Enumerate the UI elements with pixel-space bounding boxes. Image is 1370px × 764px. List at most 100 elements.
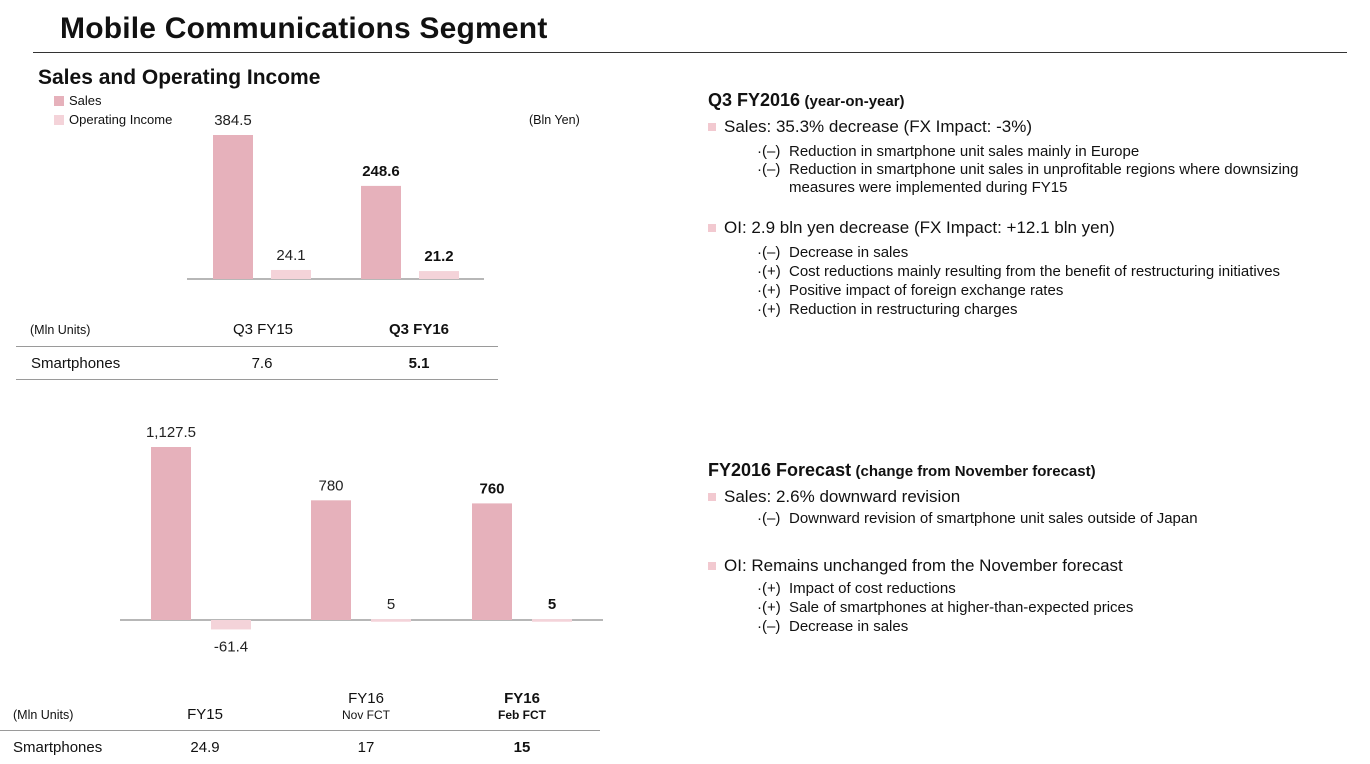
bar-operating-income bbox=[419, 271, 459, 279]
table2-header-nov-fct-line2: Nov FCT bbox=[342, 708, 390, 722]
q3-sales-item: ·(–) Reduction in smartphone unit sales … bbox=[757, 161, 1357, 197]
fy-oi-item-prefix: ·(+) bbox=[757, 580, 781, 597]
fy-oi-item-prefix: ·(–) bbox=[757, 618, 781, 635]
chart-unit-label: (Bln Yen) bbox=[529, 113, 580, 127]
fy-oi-item: ·(+) Sale of smartphones at higher-than-… bbox=[757, 599, 1357, 617]
title-divider bbox=[33, 52, 1347, 53]
q3-sales-item-text: Reduction in smartphone unit sales in un… bbox=[789, 161, 1299, 196]
table1-header-rule bbox=[16, 346, 498, 347]
fy-heading: FY2016 Forecast (change from November fo… bbox=[708, 460, 1096, 481]
table1-value-q3fy16: 5.1 bbox=[408, 355, 430, 372]
fy-oi-item-prefix: ·(+) bbox=[757, 599, 781, 616]
table2-value-fy15: 24.9 bbox=[190, 739, 220, 756]
fy-oi-item: ·(–) Decrease in sales bbox=[757, 618, 1357, 636]
bar-sales bbox=[151, 447, 191, 620]
bar-operating-income bbox=[271, 269, 311, 279]
fy-sales-item-text: Downward revision of smartphone unit sal… bbox=[789, 510, 1198, 527]
fy-sales-bullet-text: Sales: 2.6% downward revision bbox=[724, 487, 961, 506]
q3-heading-main: Q3 FY2016 bbox=[708, 90, 801, 110]
table2-header-nov-fct: FY16 Nov FCT bbox=[342, 690, 390, 724]
bar-sales bbox=[311, 500, 351, 620]
table2-header-fy15: FY15 bbox=[187, 706, 223, 723]
table1-bottom-rule bbox=[16, 379, 498, 380]
fy-heading-main: FY2016 Forecast bbox=[708, 460, 852, 480]
fy-sales-item-prefix: ·(–) bbox=[757, 510, 781, 527]
q3-oi-item-text: Cost reductions mainly resulting from th… bbox=[789, 263, 1281, 280]
page-title: Mobile Communications Segment bbox=[60, 12, 548, 45]
bullet-square-icon bbox=[708, 123, 716, 131]
bar-operating-income bbox=[532, 619, 572, 622]
bullet-square-icon bbox=[708, 493, 716, 501]
legend-label-operating-income: Operating Income bbox=[69, 112, 173, 127]
table1-header-q3fy15: Q3 FY15 bbox=[232, 321, 294, 338]
data-label-sales: 780 bbox=[318, 477, 343, 494]
q3-oi-item-prefix: ·(–) bbox=[757, 244, 781, 261]
q3-sales-item-prefix: ·(–) bbox=[757, 143, 781, 160]
table2-header-feb-fct-line2: Feb FCT bbox=[498, 708, 546, 722]
fy-oi-item: ·(+) Impact of cost reductions bbox=[757, 580, 1357, 598]
data-label-sales: 1,127.5 bbox=[146, 424, 196, 441]
fy-sales-bullet: Sales: 2.6% downward revision bbox=[708, 487, 960, 507]
fy-oi-item-text: Sale of smartphones at higher-than-expec… bbox=[789, 599, 1134, 616]
q3-sales-bullet-text: Sales: 35.3% decrease (FX Impact: -3%) bbox=[724, 117, 1033, 136]
table1-row-label: Smartphones bbox=[31, 355, 121, 372]
table2-header-rule bbox=[0, 730, 600, 731]
data-label-sales: 248.6 bbox=[362, 163, 400, 180]
q3-oi-bullet: OI: 2.9 bln yen decrease (FX Impact: +12… bbox=[708, 218, 1115, 238]
data-label-operating-income: 24.1 bbox=[276, 247, 305, 264]
bar-sales bbox=[472, 503, 512, 620]
q3-sales-item: ·(–) Reduction in smartphone unit sales … bbox=[757, 143, 1357, 161]
legend-item-operating-income: Operating Income bbox=[54, 112, 172, 127]
data-label-operating-income: 5 bbox=[387, 596, 395, 613]
q3-oi-item: ·(+) Reduction in restructuring charges bbox=[757, 301, 1357, 319]
q3-oi-bullet-text: OI: 2.9 bln yen decrease (FX Impact: +12… bbox=[724, 218, 1115, 237]
bullet-square-icon bbox=[708, 224, 716, 232]
q3-heading: Q3 FY2016 (year-on-year) bbox=[708, 90, 905, 111]
table2-header-feb-fct-line1: FY16 bbox=[504, 690, 540, 707]
q3-sales-item-text: Reduction in smartphone unit sales mainl… bbox=[789, 143, 1140, 160]
q3-heading-sub: (year-on-year) bbox=[804, 93, 905, 110]
legend-swatch-sales bbox=[54, 95, 64, 106]
legend-swatch-operating-income bbox=[54, 114, 64, 125]
q3-oi-item: ·(–) Decrease in sales bbox=[757, 244, 1357, 262]
table2-unit: (Mln Units) bbox=[13, 708, 74, 722]
q3-sales-item-prefix: ·(–) bbox=[757, 161, 781, 178]
table2-row-label: Smartphones bbox=[13, 739, 103, 756]
q3-sales-bullet: Sales: 35.3% decrease (FX Impact: -3%) bbox=[708, 117, 1032, 137]
q3-oi-item-prefix: ·(+) bbox=[757, 301, 781, 318]
bar-operating-income bbox=[211, 620, 251, 630]
data-label-operating-income: 21.2 bbox=[424, 248, 453, 265]
bar-sales bbox=[213, 135, 253, 279]
table1-unit: (Mln Units) bbox=[30, 323, 91, 337]
bullet-square-icon bbox=[708, 562, 716, 570]
data-label-sales: 760 bbox=[479, 480, 504, 497]
fy-oi-item-text: Impact of cost reductions bbox=[789, 580, 956, 597]
q3-oi-item-text: Positive impact of foreign exchange rate… bbox=[789, 282, 1064, 299]
table2-value-nov-fct: 17 bbox=[357, 739, 375, 756]
table1-value-q3fy15: 7.6 bbox=[251, 355, 273, 372]
legend-item-sales: Sales bbox=[54, 93, 102, 108]
fy-oi-item-text: Decrease in sales bbox=[789, 618, 909, 635]
bar-operating-income bbox=[371, 619, 411, 622]
data-label-sales: 384.5 bbox=[214, 112, 252, 129]
data-label-operating-income: -61.4 bbox=[214, 638, 248, 655]
q3-oi-item: ·(+) Cost reductions mainly resulting fr… bbox=[757, 263, 1357, 281]
legend-label-sales: Sales bbox=[69, 93, 102, 108]
q3-oi-item: ·(+) Positive impact of foreign exchange… bbox=[757, 282, 1357, 300]
fy-oi-bullet-text: OI: Remains unchanged from the November … bbox=[724, 556, 1123, 575]
table2-value-feb-fct: 15 bbox=[513, 739, 531, 756]
bar-sales bbox=[361, 185, 401, 279]
table2-header-nov-fct-line1: FY16 bbox=[348, 690, 384, 707]
fy-heading-sub: (change from November forecast) bbox=[855, 463, 1096, 480]
table1-header-q3fy16: Q3 FY16 bbox=[388, 321, 450, 338]
q3-oi-item-prefix: ·(+) bbox=[757, 282, 781, 299]
q3-oi-item-text: Reduction in restructuring charges bbox=[789, 301, 1018, 318]
fy-sales-item: ·(–) Downward revision of smartphone uni… bbox=[757, 510, 1357, 528]
q3-oi-item-prefix: ·(+) bbox=[757, 263, 781, 280]
q3-oi-item-text: Decrease in sales bbox=[789, 244, 909, 261]
table2-header-feb-fct: FY16 Feb FCT bbox=[498, 690, 546, 724]
data-label-operating-income: 5 bbox=[548, 596, 556, 613]
section-title: Sales and Operating Income bbox=[38, 66, 321, 89]
fy-oi-bullet: OI: Remains unchanged from the November … bbox=[708, 556, 1123, 576]
